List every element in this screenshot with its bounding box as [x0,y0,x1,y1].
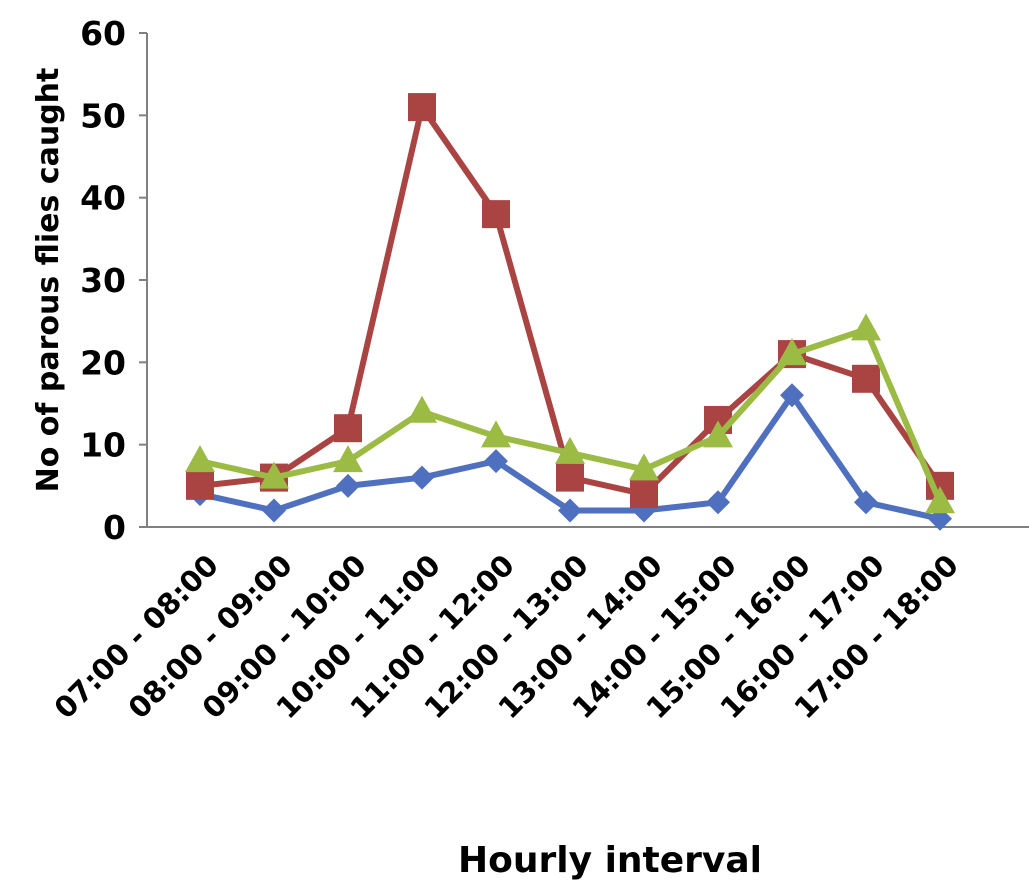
y-axis-title: No of parous flies caught [31,68,66,493]
data-point-diamond [410,465,434,490]
y-tick-label: 50 [80,96,126,135]
data-point-triangle [629,453,659,481]
data-point-square [408,93,436,122]
data-point-triangle [777,338,807,366]
y-tick-label: 10 [80,426,126,465]
data-point-triangle [185,445,215,473]
data-point-triangle [407,395,437,423]
data-point-triangle [481,420,511,448]
data-point-square [334,414,362,443]
y-tick-label: 20 [80,343,126,382]
data-point-diamond [336,473,360,498]
data-point-triangle [851,313,881,341]
series-3 [185,313,955,514]
data-point-diamond [706,490,730,515]
y-tick-label: 40 [80,179,126,218]
data-point-square [186,471,214,500]
data-point-diamond [854,490,878,515]
y-tick-label: 30 [80,261,126,300]
data-point-triangle [259,461,289,489]
y-tick-label: 60 [80,14,126,53]
x-axis-title: Hourly interval [458,840,762,881]
y-tick-labels: 0 10 20 30 40 50 60 [80,14,126,547]
y-tick-label: 0 [103,508,126,547]
data-point-diamond [484,449,508,474]
axes [139,32,1029,528]
data-point-square [630,480,658,509]
data-point-triangle [555,436,585,464]
data-point-square [482,200,510,229]
data-point-square [852,364,880,393]
data-point-triangle [333,445,363,473]
data-point-diamond [558,498,582,523]
series-line [199,104,943,498]
series-group [185,93,955,531]
data-point-diamond [780,383,804,408]
data-point-triangle [925,486,955,514]
data-point-diamond [262,498,286,523]
data-point-triangle [703,420,733,448]
data-point-square [556,463,584,492]
